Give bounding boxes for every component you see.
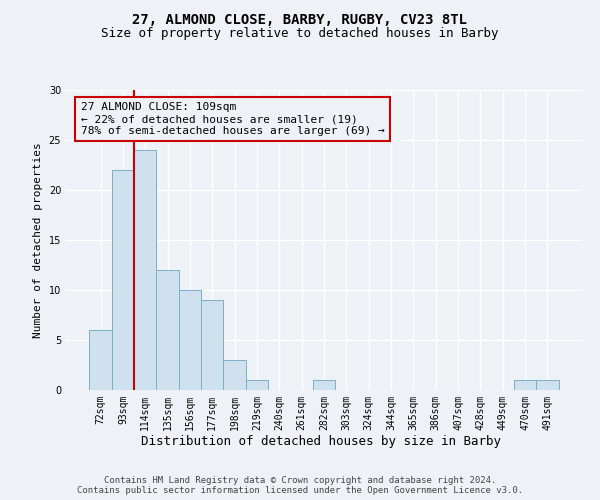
Bar — [514, 380, 536, 390]
Bar — [201, 300, 223, 390]
Text: Contains HM Land Registry data © Crown copyright and database right 2024.
Contai: Contains HM Land Registry data © Crown c… — [77, 476, 523, 495]
Text: Distribution of detached houses by size in Barby: Distribution of detached houses by size … — [141, 435, 501, 448]
Bar — [313, 380, 335, 390]
Bar — [134, 150, 157, 390]
Bar — [89, 330, 112, 390]
Bar — [536, 380, 559, 390]
Bar — [112, 170, 134, 390]
Bar — [223, 360, 246, 390]
Y-axis label: Number of detached properties: Number of detached properties — [33, 142, 43, 338]
Text: 27 ALMOND CLOSE: 109sqm
← 22% of detached houses are smaller (19)
78% of semi-de: 27 ALMOND CLOSE: 109sqm ← 22% of detache… — [81, 102, 385, 136]
Bar — [179, 290, 201, 390]
Text: 27, ALMOND CLOSE, BARBY, RUGBY, CV23 8TL: 27, ALMOND CLOSE, BARBY, RUGBY, CV23 8TL — [133, 12, 467, 26]
Text: Size of property relative to detached houses in Barby: Size of property relative to detached ho… — [101, 28, 499, 40]
Bar — [157, 270, 179, 390]
Bar — [246, 380, 268, 390]
